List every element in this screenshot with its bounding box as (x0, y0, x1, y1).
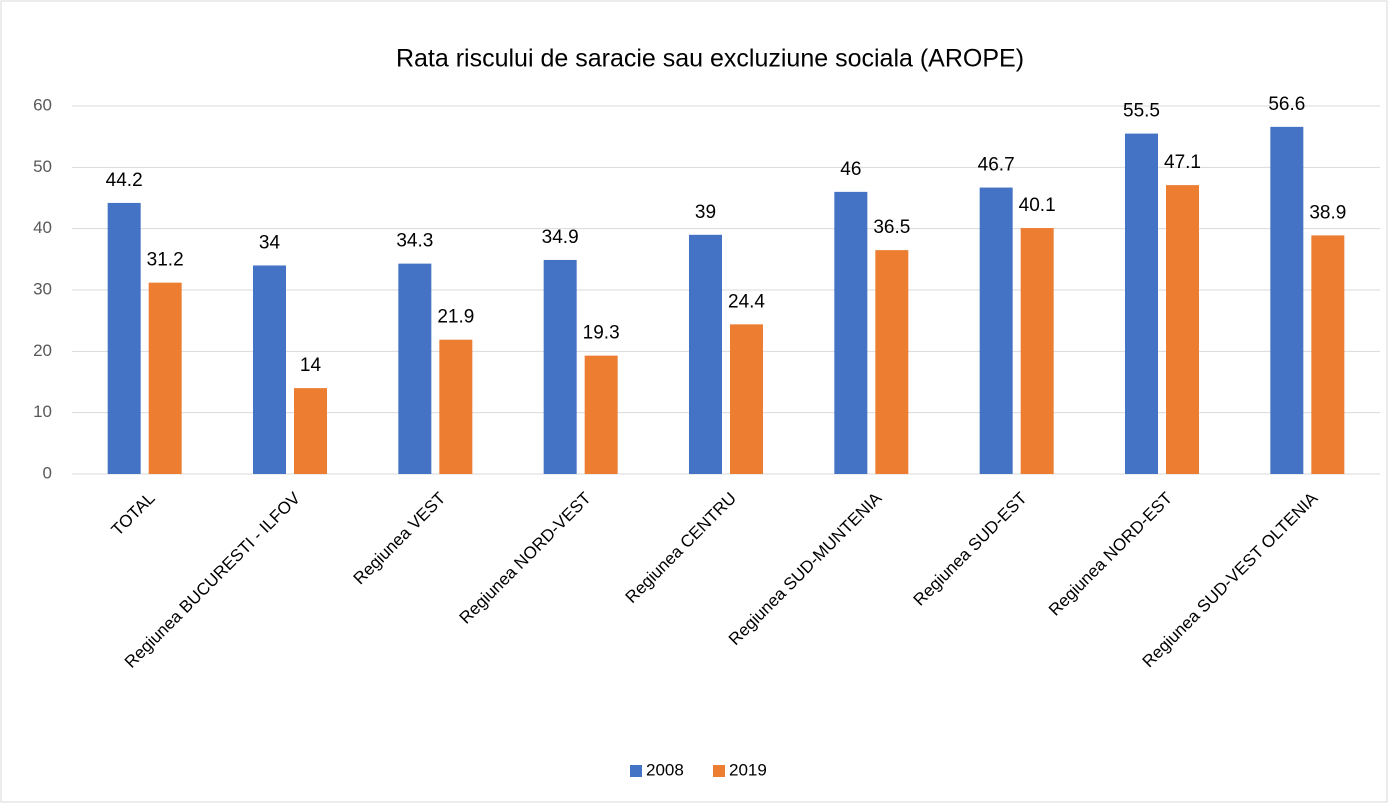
legend-label: 2008 (646, 760, 684, 779)
value-label: 44.2 (106, 170, 143, 191)
bar (398, 263, 432, 474)
value-label: 24.4 (728, 291, 765, 312)
value-label: 46.7 (978, 155, 1015, 176)
value-label: 38.9 (1309, 202, 1346, 223)
bar (689, 234, 722, 474)
bar (543, 259, 577, 474)
bar (148, 282, 182, 474)
value-label: 21.9 (437, 307, 474, 328)
value-label: 34.3 (396, 231, 433, 252)
bar (253, 265, 286, 474)
y-tick-label: 60 (33, 95, 52, 114)
value-label: 47.1 (1164, 152, 1201, 173)
bar (730, 324, 763, 474)
value-label: 34 (259, 232, 281, 253)
y-tick-label: 10 (33, 402, 52, 421)
bar (1020, 228, 1054, 474)
y-tick-label: 40 (33, 218, 52, 237)
bar (1166, 185, 1199, 474)
bar (439, 339, 473, 474)
value-label: 39 (695, 202, 716, 223)
value-label: 31.2 (147, 250, 184, 271)
value-label: 34.9 (542, 227, 579, 248)
value-label: 19.3 (583, 323, 620, 344)
value-label: 36.5 (873, 217, 910, 238)
value-label: 40.1 (1019, 195, 1056, 216)
y-tick-label: 0 (43, 463, 52, 482)
value-label: 14 (300, 355, 322, 376)
legend-swatch (630, 765, 642, 777)
bar (979, 187, 1013, 474)
bar (1270, 126, 1304, 474)
bar (834, 191, 868, 474)
y-tick-label: 50 (33, 157, 52, 176)
bar (107, 202, 141, 474)
bar (875, 250, 909, 474)
bar (584, 355, 618, 474)
legend-swatch (713, 765, 725, 777)
value-label: 46 (840, 159, 861, 180)
bar (1125, 133, 1158, 474)
value-label: 56.6 (1268, 94, 1305, 115)
y-tick-label: 20 (33, 341, 52, 360)
bar (1311, 235, 1345, 474)
y-tick-label: 30 (33, 279, 52, 298)
legend-label: 2019 (729, 760, 767, 779)
bar (294, 388, 327, 474)
chart-title: Rata riscului de saracie sau excluziune … (396, 45, 1024, 73)
value-label: 55.5 (1123, 101, 1160, 122)
